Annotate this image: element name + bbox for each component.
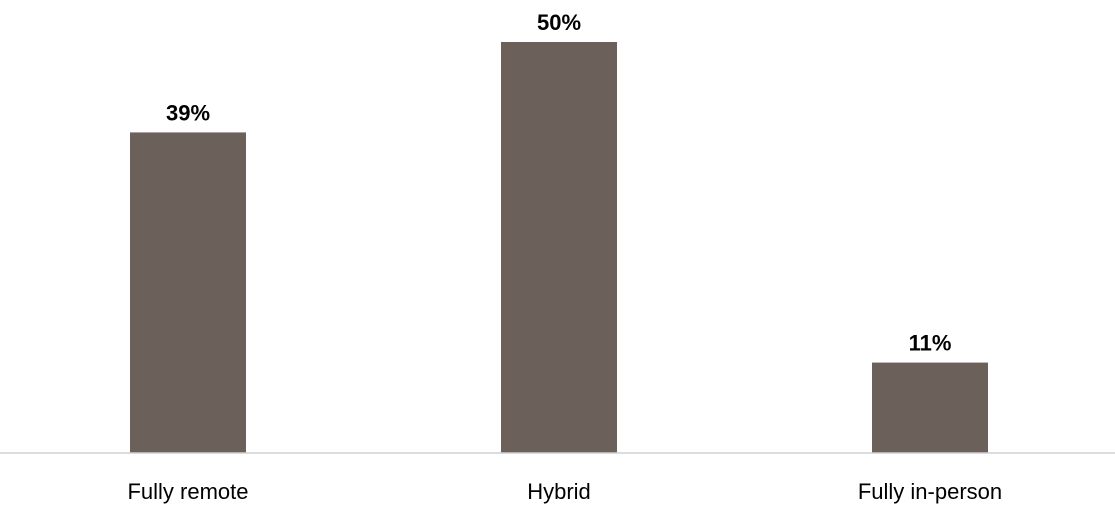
category-label-hybrid: Hybrid: [527, 479, 591, 504]
bar-fully-remote: [130, 132, 246, 454]
data-label-fully-remote: 39%: [166, 100, 210, 125]
bars-group: [130, 42, 988, 454]
data-label-hybrid: 50%: [537, 10, 581, 35]
category-label-fully-remote: Fully remote: [127, 479, 248, 504]
data-label-fully-in-person: 11%: [909, 331, 952, 356]
bar-fully-in-person: [872, 362, 988, 453]
data-labels-group: 39% 50% 11%: [166, 10, 951, 356]
category-labels-group: Fully remote Hybrid Fully in-person: [127, 479, 1002, 504]
bar-hybrid: [501, 42, 617, 453]
category-label-fully-in-person: Fully in-person: [858, 479, 1002, 504]
